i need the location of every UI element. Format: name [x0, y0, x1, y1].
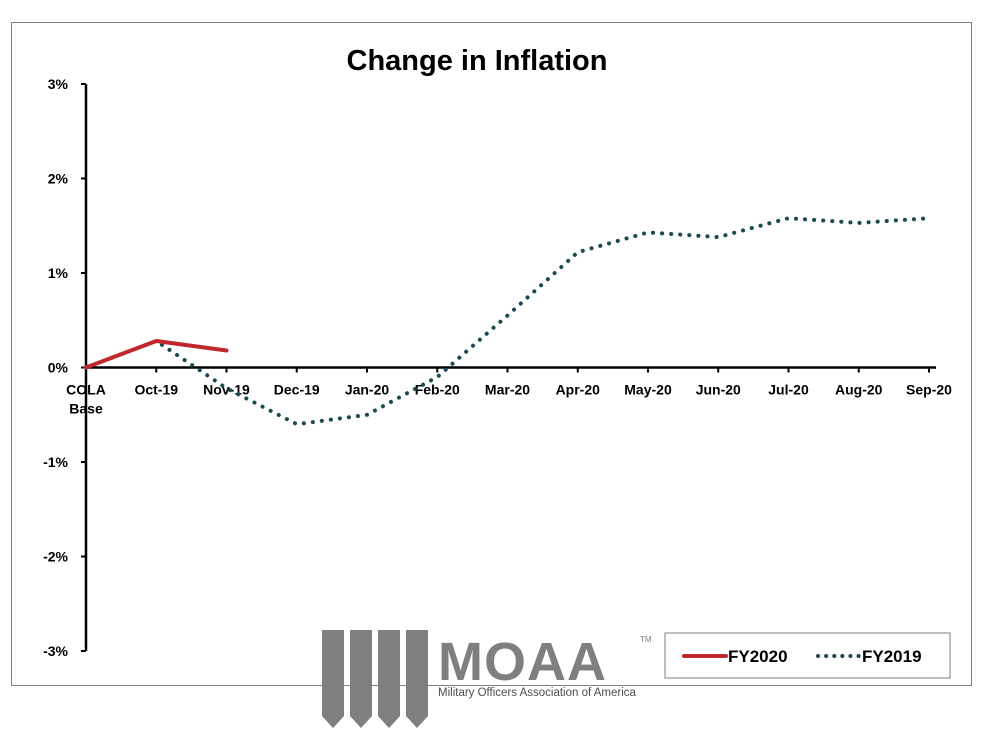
logo-wordmark: MOAA: [438, 632, 607, 692]
moaa-logo: MOAA TM Military Officers Association of…: [322, 630, 652, 728]
x-tick-label: May-20: [624, 382, 672, 398]
series-line-fy2020: [84, 339, 229, 370]
x-tick-label: Oct-19: [134, 382, 178, 398]
x-tick-label-line: Sep-20: [906, 382, 952, 398]
logo-tagline: Military Officers Association of America: [438, 687, 637, 699]
chart-frame: [11, 22, 972, 686]
x-tick-label: Aug-20: [835, 382, 883, 398]
x-tick-label: Feb-20: [415, 382, 460, 398]
x-tick-label: Sep-20: [906, 382, 952, 398]
x-tick-label-line: Mar-20: [485, 382, 530, 398]
x-tick-label-line: Dec-19: [274, 382, 320, 398]
axes: 3% 2% 1% 0% -1% -2% -3% COLA Base Oct-19 Nov-19 Dec…: [43, 76, 952, 659]
x-tick-label: Dec-19: [274, 382, 320, 398]
y-tick-label: 0%: [48, 360, 69, 376]
y-tick-label: 3%: [48, 76, 69, 92]
x-tick-label-line: Base: [69, 401, 103, 417]
y-tick-label: 1%: [48, 265, 69, 281]
x-tick-label-line: COLA: [66, 382, 106, 398]
x-tick-label-line: Aug-20: [835, 382, 883, 398]
series-layer: [84, 216, 931, 427]
x-tick-label: Jun-20: [696, 382, 741, 398]
logo-trademark: TM: [640, 635, 652, 644]
y-tick-label: -3%: [43, 643, 68, 659]
y-tick-label: 2%: [48, 171, 69, 187]
x-tick-label-line: Jan-20: [345, 382, 390, 398]
x-tick-label: Mar-20: [485, 382, 530, 398]
y-tick-label: -1%: [43, 454, 68, 470]
legend: FY2020 FY2019: [664, 632, 951, 679]
legend-label-fy2019: FY2019: [862, 647, 922, 666]
x-tick-label-line: Jul-20: [768, 382, 809, 398]
x-tick-label: Nov-19: [203, 382, 250, 398]
legend-label-fy2020: FY2020: [728, 647, 788, 666]
y-tick-label: -2%: [43, 549, 68, 565]
x-tick-label-line: Jun-20: [696, 382, 741, 398]
series-line-fy2019: [84, 216, 931, 427]
x-tick-label: Apr-20: [556, 382, 601, 398]
x-tick-label-line: Feb-20: [415, 382, 460, 398]
x-tick-label-line: Oct-19: [134, 382, 178, 398]
x-tick-label: Jul-20: [768, 382, 809, 398]
x-tick-label-line: Apr-20: [556, 382, 601, 398]
chart-title: Change in Inflation: [347, 45, 608, 77]
x-tick-label: Jan-20: [345, 382, 390, 398]
logo-stripes-icon: [322, 630, 428, 728]
x-tick-label-line: Nov-19: [203, 382, 250, 398]
x-tick-label: COLA Base: [66, 382, 106, 417]
x-tick-label-line: May-20: [624, 382, 672, 398]
